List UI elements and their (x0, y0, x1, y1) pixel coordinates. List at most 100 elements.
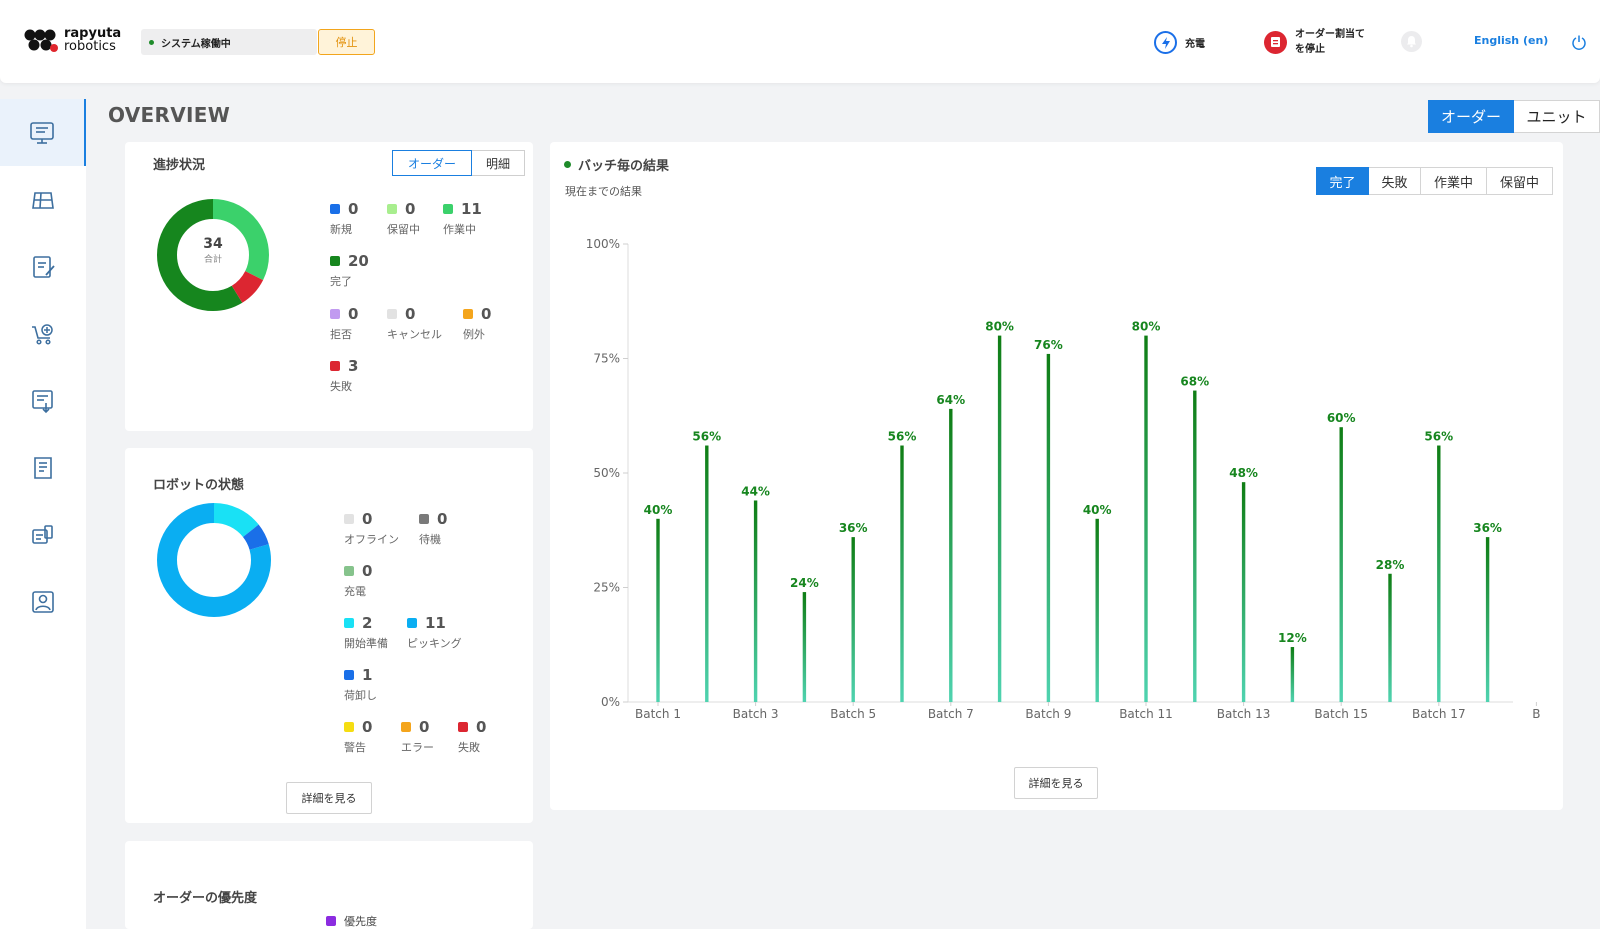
language-selector[interactable]: English (en) (1474, 34, 1549, 47)
legend-label: 警告 (344, 741, 366, 754)
legend-swatch-new (330, 204, 340, 214)
power-logout-icon[interactable] (1571, 34, 1587, 54)
progress-toggle: オーダー 明細 (392, 150, 525, 176)
charge-control[interactable]: 充電 (1154, 31, 1205, 54)
robot-card-title: ロボットの状態 (153, 478, 245, 493)
bar-batch-16 (1388, 573, 1392, 702)
status-dot-icon (149, 39, 154, 45)
legend-swatch-rejected (330, 309, 340, 319)
legend-exception: 0 例外 (463, 305, 491, 342)
bar-batch-11 (1144, 335, 1148, 702)
batch-card-title: バッチ毎の結果 (564, 155, 669, 174)
legend-swatch-error (401, 722, 411, 732)
legend-swatch-cancelled (387, 309, 397, 319)
legend-count: 0 (437, 510, 448, 528)
x-tick-label: B (1532, 707, 1540, 721)
bar-data-label: 56% (1424, 430, 1453, 444)
legend-count: 20 (348, 252, 369, 270)
filter-in-progress[interactable]: 作業中 (1421, 167, 1487, 195)
donut-segment-preparing (157, 503, 271, 617)
legend-swatch-idle (419, 514, 429, 524)
top-header: rapyuta robotics システム稼働中 停止 充電 オーダー割当て を… (0, 0, 1600, 83)
sidebar-item-add-order[interactable] (0, 300, 86, 367)
warehouse-icon (32, 191, 54, 209)
legend-swatch-complete (330, 256, 340, 266)
legend-failed: 3 失敗 (330, 357, 358, 394)
view-toggle: オーダー ユニット (1428, 100, 1600, 133)
order-edit-icon (33, 255, 55, 278)
x-tick-label: Batch 1 (635, 707, 681, 721)
x-tick-label: Batch 17 (1412, 707, 1466, 721)
sidebar-item-reports[interactable] (0, 367, 86, 434)
batch-details-button[interactable]: 詳細を見る (1014, 767, 1098, 799)
system-status-text: システム稼働中 (161, 38, 231, 50)
y-tick-label: 25% (593, 581, 620, 595)
legend-count: 1 (362, 666, 373, 684)
stop-assign-icon (1264, 30, 1287, 54)
donut-segment-in-progress (157, 199, 269, 311)
legend-swatch-charging (344, 566, 354, 576)
robot-legend-unloading: 1 荷卸し (344, 666, 377, 703)
legend-label: 例外 (463, 328, 485, 341)
robot-legend-offline: 0 オフライン (344, 510, 399, 547)
sidebar-item-overview[interactable] (0, 99, 86, 166)
bar-batch-14 (1290, 647, 1295, 702)
priority-legend-label: 優先度 (344, 915, 377, 928)
legend-swatch-unloading (344, 670, 354, 680)
bar-batch-7 (949, 408, 953, 702)
page-title: OVERVIEW (108, 103, 231, 127)
filter-complete[interactable]: 完了 (1316, 167, 1369, 195)
bar-data-label: 76% (1034, 338, 1063, 352)
legend-count: 0 (348, 305, 359, 323)
x-tick-label: Batch 9 (1025, 707, 1071, 721)
rapyuta-logo-mark-icon (24, 29, 58, 52)
system-stop-button[interactable]: 停止 (318, 29, 375, 55)
bar-batch-4 (802, 592, 807, 702)
bar-data-label: 28% (1376, 558, 1405, 572)
legend-swatch-offline (344, 514, 354, 524)
batch-filter-group: 完了 失敗 作業中 保留中 (1316, 167, 1553, 195)
legend-swatch-preparing (344, 618, 354, 628)
x-tick-label: Batch 13 (1217, 707, 1271, 721)
bar-data-label: 68% (1180, 375, 1209, 389)
legend-complete: 20 完了 (330, 252, 369, 289)
progress-toggle-detail[interactable]: 明細 (472, 150, 525, 176)
progress-card-title: 進捗状況 (153, 158, 206, 173)
bar-batch-10 (1095, 518, 1099, 702)
legend-swatch-picking (407, 618, 417, 628)
bar-data-label: 60% (1327, 411, 1356, 425)
bar-batch-6 (900, 445, 904, 702)
robot-legend-picking: 11 ピッキング (407, 614, 462, 651)
stop-assign-label-line2: を停止 (1295, 44, 1325, 55)
legend-count: 0 (481, 305, 492, 323)
sidebar-item-documents[interactable] (0, 434, 86, 501)
filter-on-hold[interactable]: 保留中 (1487, 167, 1553, 195)
bar-batch-18 (1485, 537, 1490, 702)
sidebar-item-users[interactable] (0, 568, 86, 635)
bar-batch-5 (851, 537, 855, 702)
sidebar-item-devices[interactable] (0, 501, 86, 568)
system-status-pill: システム稼働中 (141, 29, 317, 55)
robot-details-button[interactable]: 詳細を見る (286, 782, 372, 814)
order-priority-card: オーダーの優先度 優先度 (125, 841, 533, 929)
progress-toggle-order[interactable]: オーダー (392, 150, 472, 176)
view-toggle-order[interactable]: オーダー (1428, 100, 1514, 133)
sidebar-item-orders[interactable] (0, 233, 86, 300)
legend-rejected: 0 拒否 (330, 305, 358, 342)
bar-batch-12 (1193, 390, 1197, 702)
legend-label: 荷卸し (344, 689, 377, 702)
robot-legend-error: 0 エラー (401, 718, 434, 755)
cart-add-icon (32, 323, 53, 345)
view-toggle-unit[interactable]: ユニット (1514, 100, 1600, 133)
sidebar-item-warehouse[interactable] (0, 166, 86, 233)
stop-order-assignment-control[interactable]: オーダー割当て を停止 (1264, 27, 1365, 57)
legend-label: キャンセル (387, 328, 442, 341)
filter-failed[interactable]: 失敗 (1369, 167, 1421, 195)
bar-data-label: 24% (790, 576, 819, 590)
legend-swatch-on-hold (387, 204, 397, 214)
notification-bell-icon[interactable] (1401, 31, 1422, 52)
x-tick-label: Batch 15 (1314, 707, 1368, 721)
lightning-icon (1154, 31, 1177, 54)
bar-data-label: 36% (1473, 521, 1502, 535)
stop-assign-label-line1: オーダー割当て (1295, 29, 1365, 40)
